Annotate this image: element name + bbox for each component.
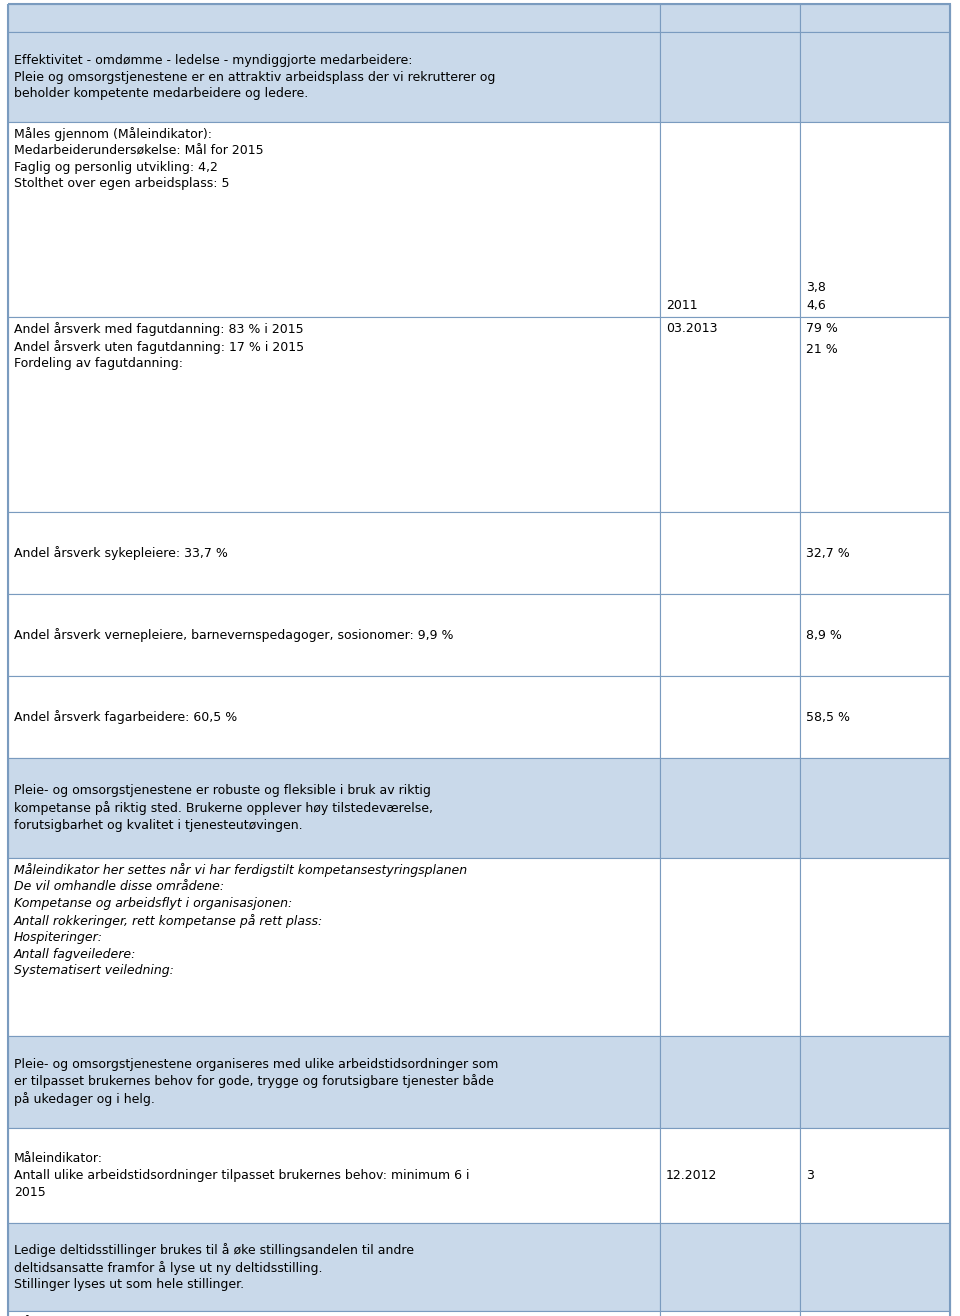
Bar [800, 1128, 950, 1223]
Bar [8, 512, 660, 594]
Text: 3: 3 [806, 1169, 814, 1182]
Bar [8, 1036, 660, 1128]
Bar [800, 1223, 950, 1311]
Bar [800, 122, 950, 317]
Text: 32,7 %: 32,7 % [806, 546, 850, 559]
Text: Andel årsverk fagarbeidere: 60,5 %: Andel årsverk fagarbeidere: 60,5 % [14, 711, 237, 724]
Bar [800, 1311, 950, 1316]
Bar [8, 676, 660, 758]
Bar [8, 858, 660, 1036]
Text: Måleindikator her settes når vi har ferdigstilt kompetansestyringsplanen
De vil : Måleindikator her settes når vi har ferd… [14, 863, 468, 978]
Text: 3,8
4,6: 3,8 4,6 [806, 282, 826, 312]
Bar [8, 122, 660, 317]
Bar [660, 317, 800, 512]
Bar [8, 1311, 660, 1316]
Bar [660, 758, 800, 858]
Text: Måleindikator:
Antall ulike arbeidstidsordninger tilpasset brukernes behov: mini: Måleindikator: Antall ulike arbeidstidso… [14, 1153, 469, 1199]
Bar [8, 1223, 660, 1311]
Text: 2011: 2011 [666, 299, 698, 312]
Bar [8, 594, 660, 676]
Bar [660, 4, 800, 32]
Bar [800, 1036, 950, 1128]
Bar [660, 676, 800, 758]
Bar [660, 1036, 800, 1128]
Text: 79 %
21 %: 79 % 21 % [806, 322, 838, 357]
Bar [800, 758, 950, 858]
Bar [800, 4, 950, 32]
Text: Andel årsverk vernepleiere, barnevernspedagoger, sosionomer: 9,9 %: Andel årsverk vernepleiere, barnevernspe… [14, 628, 453, 642]
Text: Andel årsverk sykepleiere: 33,7 %: Andel årsverk sykepleiere: 33,7 % [14, 546, 228, 561]
Bar [660, 594, 800, 676]
Bar [660, 858, 800, 1036]
Bar [800, 858, 950, 1036]
Bar [800, 512, 950, 594]
Text: Ledige deltidsstillinger brukes til å øke stillingsandelen til andre
deltidsansa: Ledige deltidsstillinger brukes til å øk… [14, 1242, 414, 1291]
Bar [660, 1223, 800, 1311]
Text: 03.2013: 03.2013 [666, 322, 717, 336]
Bar [660, 1311, 800, 1316]
Text: Pleie- og omsorgstjenestene er robuste og fleksible i bruk av riktig
kompetanse : Pleie- og omsorgstjenestene er robuste o… [14, 784, 433, 832]
Bar [800, 676, 950, 758]
Bar [660, 512, 800, 594]
Bar [8, 32, 660, 122]
Bar [660, 32, 800, 122]
Bar [800, 594, 950, 676]
Bar [8, 1128, 660, 1223]
Text: Andel årsverk med fagutdanning: 83 % i 2015
Andel årsverk uten fagutdanning: 17 : Andel årsverk med fagutdanning: 83 % i 2… [14, 322, 304, 370]
Bar [660, 1128, 800, 1223]
Text: 12.2012: 12.2012 [666, 1169, 717, 1182]
Text: 8,9 %: 8,9 % [806, 629, 842, 641]
Bar [800, 317, 950, 512]
Bar [800, 32, 950, 122]
Bar [8, 4, 660, 32]
Text: Pleie- og omsorgstjenestene organiseres med ulike arbeidstidsordninger som
er ti: Pleie- og omsorgstjenestene organiseres … [14, 1058, 498, 1107]
Bar [660, 122, 800, 317]
Bar [8, 758, 660, 858]
Text: 58,5 %: 58,5 % [806, 711, 850, 724]
Bar [8, 317, 660, 512]
Text: Effektivitet - omdømme - ledelse - myndiggjorte medarbeidere:
Pleie og omsorgstj: Effektivitet - omdømme - ledelse - myndi… [14, 54, 495, 100]
Text: Måles gjennom (Måleindikator):
Medarbeiderundersøkelse: Mål for 2015
Faglig og p: Måles gjennom (Måleindikator): Medarbeid… [14, 128, 264, 191]
